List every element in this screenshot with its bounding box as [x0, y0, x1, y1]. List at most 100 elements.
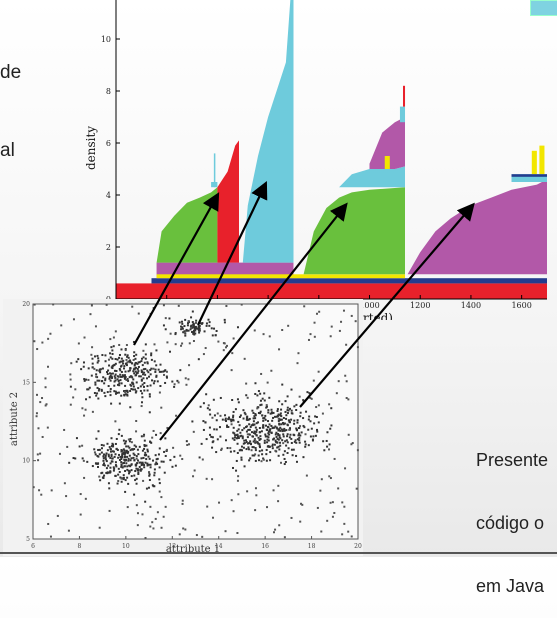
corner-decoration — [530, 0, 557, 16]
scatter-point — [265, 453, 268, 456]
scatter-point — [142, 456, 145, 459]
scatter-point — [112, 469, 115, 472]
scatter-point — [174, 464, 177, 467]
scatter-noise-point — [216, 412, 219, 415]
scatter-noise-point — [165, 448, 168, 451]
scatter-noise-point — [328, 475, 331, 478]
scatter-point — [126, 455, 129, 458]
scatter-noise-point — [109, 338, 112, 341]
scatter-noise-point — [39, 452, 42, 455]
scatter-point — [198, 324, 201, 327]
scatter-point — [102, 463, 105, 466]
scatter-point — [115, 370, 118, 373]
scatter-noise-point — [262, 458, 265, 461]
scatter-point — [205, 393, 208, 396]
scatter-point — [132, 378, 135, 381]
scatter-noise-point — [337, 487, 340, 490]
scatter-point — [302, 400, 305, 403]
scatter-point — [113, 455, 116, 458]
scatter-noise-point — [45, 403, 48, 406]
scatter-noise-point — [89, 313, 92, 316]
scatter-point — [314, 434, 317, 437]
scatter-point — [159, 363, 162, 366]
scatter-point — [235, 469, 238, 472]
scatter-noise-point — [142, 435, 145, 438]
scatter-point — [154, 463, 157, 466]
scatter-point — [224, 418, 227, 421]
scatter-point — [173, 385, 176, 388]
scatter-noise-point — [315, 312, 318, 315]
density-x-tick-label: 1400 — [461, 301, 481, 310]
scatter-noise-point — [315, 406, 318, 409]
scatter-point — [75, 360, 78, 363]
scatter-point — [227, 417, 230, 420]
scatter-point — [213, 414, 216, 417]
scatter-point — [305, 410, 308, 413]
scatter-noise-point — [67, 529, 70, 532]
scatter-noise-point — [328, 403, 331, 406]
scatter-point — [211, 334, 214, 337]
scatter-point — [181, 326, 184, 329]
scatter-point — [264, 424, 267, 427]
scatter-point — [113, 364, 116, 367]
scatter-noise-point — [211, 416, 214, 419]
scatter-point — [126, 465, 129, 468]
scatter-noise-point — [266, 381, 269, 384]
scatter-noise-point — [301, 503, 304, 506]
scatter-point — [134, 463, 137, 466]
scatter-point — [248, 442, 251, 445]
scatter-point — [159, 385, 162, 388]
scatter-noise-point — [340, 320, 343, 323]
scatter-point — [112, 445, 115, 448]
scatter-noise-point — [217, 340, 220, 343]
scatter-point — [298, 432, 301, 435]
scatter-point — [184, 334, 187, 337]
scatter-point — [215, 419, 218, 422]
scatter-point — [300, 431, 303, 434]
scatter-point — [283, 457, 286, 460]
density-cluster-3-cyan — [339, 166, 405, 188]
scatter-noise-point — [201, 458, 204, 461]
scatter-point — [215, 329, 218, 332]
scatter-y-tick-label: 10 — [22, 458, 30, 465]
scatter-noise-point — [236, 479, 239, 482]
scatter-point — [282, 417, 285, 420]
scatter-point — [103, 453, 106, 456]
scatter-noise-point — [107, 358, 110, 361]
scatter-point — [146, 464, 149, 467]
scatter-point — [257, 454, 260, 457]
scatter-point — [108, 377, 111, 380]
scatter-point — [155, 461, 158, 464]
scatter-noise-point — [288, 428, 291, 431]
scatter-point — [277, 454, 280, 457]
scatter-point — [114, 461, 117, 464]
scatter-point — [147, 455, 150, 458]
scatter-noise-point — [205, 477, 208, 480]
scatter-noise-point — [290, 516, 293, 519]
scatter-point — [145, 487, 148, 490]
scatter-point — [259, 410, 262, 413]
scatter-point — [289, 433, 292, 436]
scatter-point — [139, 469, 142, 472]
scatter-point — [267, 420, 270, 423]
scatter-point — [169, 459, 172, 462]
scatter-point — [257, 442, 260, 445]
scatter-point — [111, 365, 114, 368]
scatter-noise-point — [305, 474, 308, 477]
scatter-point — [114, 379, 117, 382]
scatter-noise-point — [313, 321, 316, 324]
scatter-noise-point — [38, 489, 41, 492]
scatter-point — [146, 448, 149, 451]
scatter-point — [114, 390, 117, 393]
scatter-point — [105, 467, 108, 470]
scatter-point — [326, 431, 329, 434]
scatter-point — [280, 423, 283, 426]
scatter-point — [302, 417, 305, 420]
scatter-noise-point — [278, 524, 281, 527]
scatter-point — [256, 394, 259, 397]
scatter-noise-point — [232, 337, 235, 340]
scatter-point — [248, 428, 251, 431]
scatter-point — [235, 459, 238, 462]
scatter-point — [130, 475, 133, 478]
scatter-point — [162, 370, 165, 373]
